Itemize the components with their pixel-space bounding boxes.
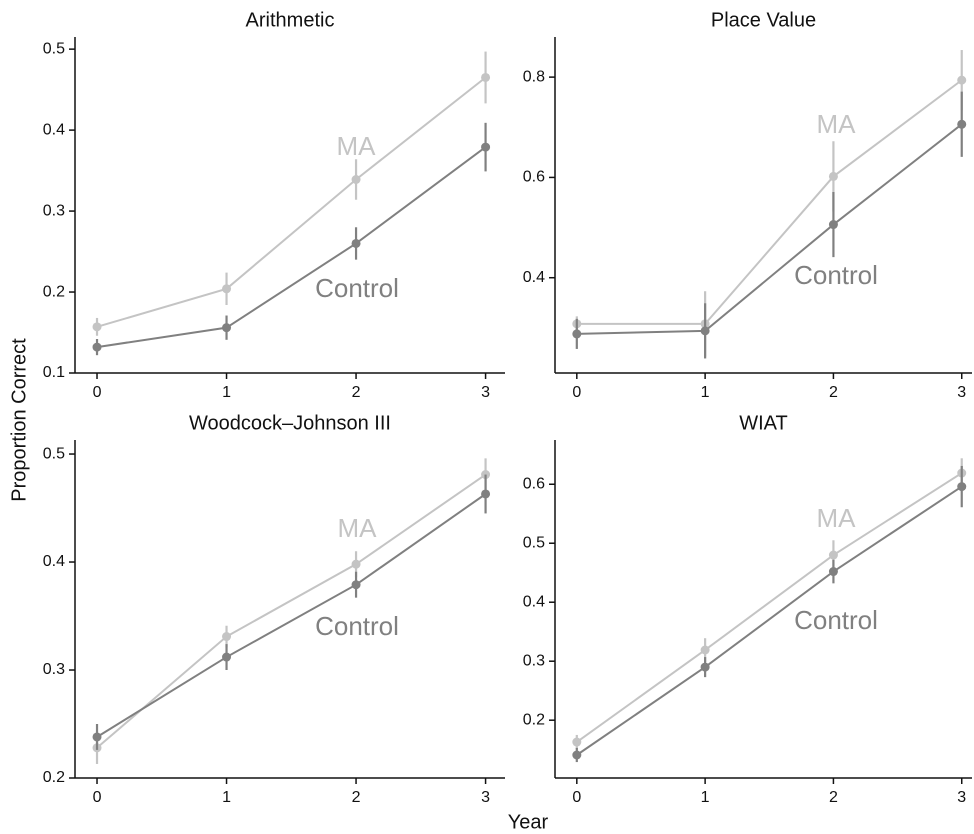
y-tick-label: 0.4 — [43, 553, 65, 570]
data-point — [572, 750, 582, 760]
y-tick-label: 0.6 — [523, 169, 545, 186]
data-point — [828, 220, 838, 230]
data-point — [572, 737, 582, 747]
panel-title: Woodcock–Johnson III — [189, 412, 391, 434]
data-point — [828, 550, 838, 560]
x-tick-label: 0 — [572, 384, 581, 401]
series-line — [96, 76, 487, 328]
data-point — [957, 482, 967, 492]
data-point — [572, 329, 582, 339]
y-tick-label: 0.3 — [43, 661, 65, 678]
data-point — [700, 326, 710, 336]
x-tick-label: 1 — [701, 789, 710, 806]
y-tick-label: 0.3 — [523, 652, 545, 669]
y-tick-label: 0.2 — [43, 769, 65, 786]
series-line — [576, 79, 963, 325]
y-tick-label: 0.1 — [43, 364, 65, 381]
y-tick-label: 0.2 — [43, 283, 65, 300]
x-tick-label: 3 — [481, 789, 490, 806]
data-point — [351, 238, 361, 248]
data-point — [92, 342, 102, 352]
data-point — [957, 119, 967, 129]
y-tick-label: 0.4 — [523, 269, 545, 286]
y-tick-label: 0.5 — [43, 445, 65, 462]
x-tick-label: 2 — [829, 384, 838, 401]
x-tick-label: 0 — [93, 789, 102, 806]
data-point — [828, 171, 838, 181]
panel-title: Arithmetic — [246, 9, 335, 31]
data-point — [957, 75, 967, 85]
series-label: MA — [817, 109, 857, 139]
data-point — [700, 645, 710, 655]
data-point — [222, 632, 232, 642]
x-tick-label: 3 — [957, 384, 966, 401]
data-point — [351, 559, 361, 569]
x-tick-label: 1 — [701, 384, 710, 401]
series-line — [96, 493, 487, 738]
data-point — [222, 323, 232, 333]
panel-title: WIAT — [739, 412, 788, 434]
data-point — [828, 567, 838, 577]
data-point — [700, 662, 710, 672]
data-point — [481, 142, 491, 152]
data-point — [222, 284, 232, 294]
y-tick-label: 0.6 — [523, 475, 545, 492]
panel-title: Place Value — [711, 9, 816, 31]
x-tick-label: 3 — [481, 384, 490, 401]
series-label: Control — [315, 273, 399, 303]
series-line — [576, 485, 963, 756]
y-tick-label: 0.3 — [43, 202, 65, 219]
series-label: MA — [337, 131, 377, 161]
x-tick-label: 1 — [222, 789, 231, 806]
y-tick-label: 0.4 — [43, 121, 65, 138]
x-tick-label: 0 — [93, 384, 102, 401]
y-tick-label: 0.5 — [523, 534, 545, 551]
y-tick-label: 0.4 — [523, 593, 545, 610]
series-line — [576, 123, 963, 335]
x-tick-label: 1 — [222, 384, 231, 401]
data-point — [351, 174, 361, 184]
data-point — [92, 732, 102, 742]
x-tick-label: 2 — [829, 789, 838, 806]
series-line — [96, 473, 487, 749]
x-tick-label: 3 — [957, 789, 966, 806]
data-point — [481, 489, 491, 499]
data-point — [351, 580, 361, 590]
series-label: Control — [794, 605, 878, 635]
series-label: MA — [817, 503, 857, 533]
x-tick-label: 2 — [352, 789, 361, 806]
data-point — [92, 322, 102, 332]
y-tick-label: 0.5 — [43, 40, 65, 57]
data-point — [222, 652, 232, 662]
x-axis-label: Year — [508, 811, 549, 833]
x-tick-label: 0 — [572, 789, 581, 806]
series-line — [576, 472, 963, 743]
x-tick-label: 2 — [352, 384, 361, 401]
series-label: Control — [794, 260, 878, 290]
series-line — [96, 146, 487, 349]
y-tick-label: 0.2 — [523, 711, 545, 728]
series-label: MA — [338, 513, 378, 543]
series-label: Control — [315, 611, 399, 641]
y-axis-label: Proportion Correct — [8, 338, 30, 502]
data-point — [481, 72, 491, 82]
y-tick-label: 0.8 — [523, 68, 545, 85]
